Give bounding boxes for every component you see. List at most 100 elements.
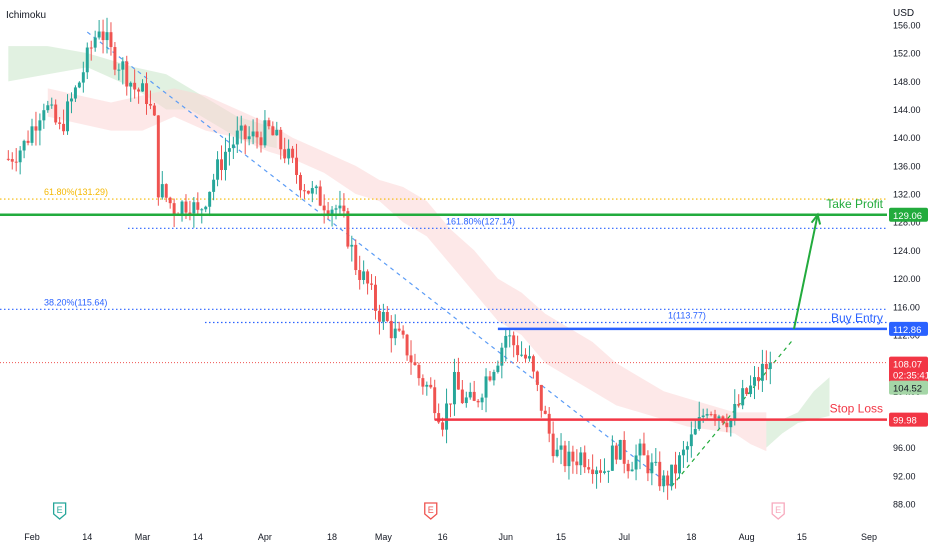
candle-body bbox=[397, 328, 401, 331]
candle-body bbox=[295, 157, 299, 175]
candle-body bbox=[756, 377, 760, 381]
candle-body bbox=[626, 463, 630, 472]
candle-body bbox=[531, 356, 535, 372]
time-tick: 15 bbox=[797, 532, 807, 542]
candle-body bbox=[630, 469, 634, 472]
candle-body bbox=[425, 384, 429, 387]
candle-body bbox=[401, 330, 405, 335]
candle-body bbox=[46, 105, 50, 111]
candle-body bbox=[606, 470, 610, 472]
candle-body bbox=[350, 244, 354, 247]
time-axis[interactable]: Feb 14 Mar 14 Apr 18 May 16 Jun 15 Jul 18 Aug 15 Sep bbox=[0, 515, 932, 550]
candle-body bbox=[760, 363, 764, 381]
candle-body bbox=[73, 87, 77, 99]
time-tick: May bbox=[375, 532, 393, 542]
time-tick: Aug bbox=[739, 532, 755, 542]
candle-body bbox=[223, 151, 227, 171]
candle-body bbox=[251, 131, 255, 137]
candle-body bbox=[595, 470, 599, 475]
candle-body bbox=[263, 120, 267, 146]
time-tick: 14 bbox=[193, 532, 203, 542]
candle-body bbox=[666, 475, 670, 486]
candle-body bbox=[729, 419, 733, 428]
candle-body bbox=[346, 211, 350, 247]
candle-body bbox=[555, 449, 559, 457]
candle-body bbox=[500, 347, 504, 366]
candle-body bbox=[520, 354, 524, 356]
candle-body bbox=[227, 148, 231, 152]
fib-label: 38.20%(115.64) bbox=[44, 297, 107, 307]
candle-body bbox=[421, 378, 425, 387]
candle-body bbox=[231, 144, 235, 149]
candle-body bbox=[204, 206, 208, 210]
candle-body bbox=[172, 203, 176, 215]
buy-entry-price-tag: 112.86 bbox=[889, 321, 928, 336]
candle-body bbox=[243, 125, 247, 140]
candle-body bbox=[14, 161, 18, 163]
time-tick: Mar bbox=[135, 532, 151, 542]
candle-body bbox=[472, 391, 476, 401]
candle-body bbox=[101, 31, 105, 41]
candle-body bbox=[196, 202, 200, 210]
candle-body bbox=[709, 414, 713, 416]
price-tick: 120.00 bbox=[893, 274, 921, 284]
candle-body bbox=[54, 104, 58, 123]
stop-loss-price-tag-bg bbox=[889, 412, 928, 427]
candle-body bbox=[129, 82, 133, 87]
candle-body bbox=[180, 201, 184, 216]
candle-body bbox=[681, 449, 685, 456]
candle-body bbox=[445, 403, 449, 430]
candle-body bbox=[22, 140, 26, 151]
take-profit-price-tag-bg bbox=[889, 207, 928, 222]
candle-body bbox=[610, 445, 614, 471]
fib-label: 61.80%(131.29) bbox=[44, 187, 108, 197]
earnings-marker: E bbox=[424, 502, 438, 520]
candle-body bbox=[567, 451, 571, 467]
price-axis[interactable]: 88.0092.0096.00100.00104.00108.00112.001… bbox=[887, 0, 932, 550]
candle-body bbox=[164, 184, 168, 198]
candle-body bbox=[705, 414, 709, 416]
trend-line bbox=[86, 31, 672, 487]
cloud-green-future bbox=[766, 377, 830, 448]
candle-body bbox=[441, 422, 445, 430]
buy-entry-price-tag-text: 112.86 bbox=[893, 325, 921, 336]
stop-loss-price-tag: 99.98 bbox=[889, 412, 928, 427]
currency-label: USD bbox=[893, 8, 914, 19]
candle-body bbox=[62, 123, 66, 132]
candle-body bbox=[413, 362, 417, 365]
secondary-price-tag-text: 104.52 bbox=[893, 384, 922, 395]
price-tick: 152.00 bbox=[893, 49, 921, 59]
candle-body bbox=[535, 371, 539, 385]
earnings-marker-shape bbox=[52, 502, 67, 520]
candle-body bbox=[634, 455, 638, 470]
candle-body bbox=[18, 150, 22, 163]
time-axis-bg bbox=[0, 515, 932, 550]
candle-body bbox=[200, 209, 204, 211]
candle-body bbox=[527, 356, 531, 359]
candle-body bbox=[168, 197, 172, 204]
candle-body bbox=[287, 148, 291, 159]
candle-body bbox=[749, 385, 753, 395]
candle-body bbox=[97, 31, 101, 38]
candle-body bbox=[685, 446, 689, 450]
candle-body bbox=[417, 364, 421, 379]
candle-body bbox=[377, 310, 381, 322]
candle-body bbox=[30, 126, 34, 143]
time-tick: Jul bbox=[618, 532, 630, 542]
candle-body bbox=[504, 335, 508, 348]
candle-body bbox=[496, 365, 500, 372]
candle-body bbox=[93, 37, 97, 48]
candle-body bbox=[701, 415, 705, 418]
candle-body bbox=[741, 388, 745, 406]
time-tick: Sep bbox=[861, 532, 877, 542]
candle-body bbox=[689, 434, 693, 447]
candle-body bbox=[152, 105, 156, 116]
candle-body bbox=[745, 388, 749, 395]
candle-body bbox=[34, 126, 38, 131]
cloud-red bbox=[47, 88, 767, 452]
candle-body bbox=[109, 32, 113, 48]
price-tick: 148.00 bbox=[893, 77, 921, 87]
